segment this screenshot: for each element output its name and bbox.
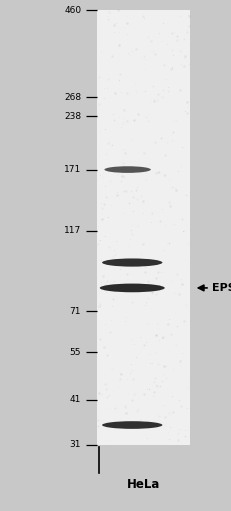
Text: HeLa: HeLa [127,478,160,491]
Ellipse shape [104,166,150,173]
Ellipse shape [102,421,162,429]
Text: EPS8L2: EPS8L2 [211,283,231,293]
Text: 31: 31 [69,440,81,449]
Text: 268: 268 [64,92,81,102]
Text: 71: 71 [69,307,81,316]
Text: 41: 41 [70,395,81,404]
Text: 460: 460 [64,6,81,15]
Text: 238: 238 [64,112,81,121]
Bar [97,10,189,445]
Text: 117: 117 [64,226,81,235]
Text: 55: 55 [69,348,81,357]
Ellipse shape [102,259,162,267]
Text: 171: 171 [64,165,81,174]
Ellipse shape [99,284,164,292]
